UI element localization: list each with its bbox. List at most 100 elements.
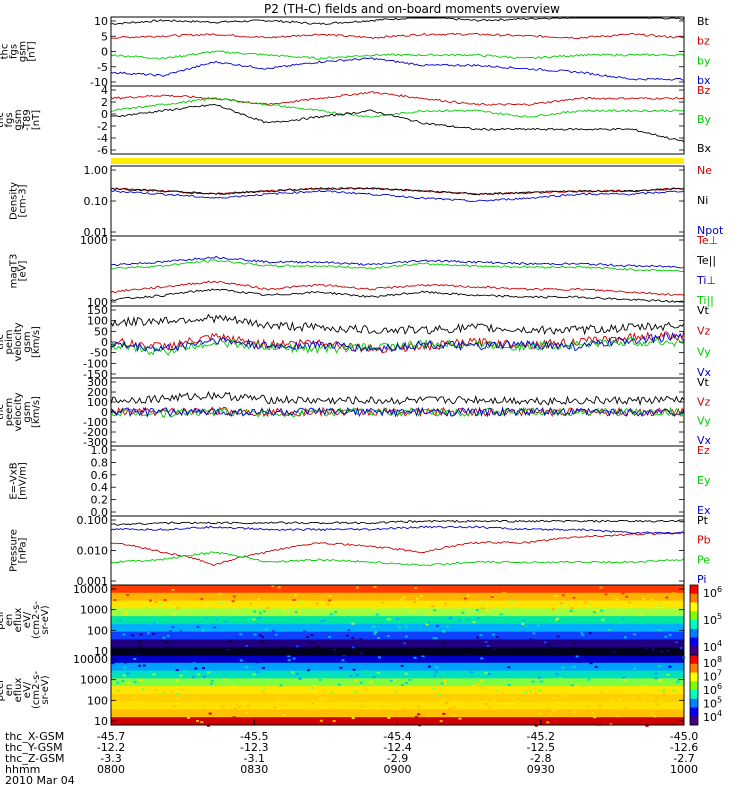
y-axis-label-line: [nT] <box>31 110 42 130</box>
x-row-value: -2.7 <box>673 752 694 765</box>
spectrogram-pixel <box>488 672 492 675</box>
spectrogram-pixel <box>138 640 142 643</box>
colorbar-tick-label: 105 <box>703 612 722 627</box>
spectrogram-pixel <box>202 705 206 708</box>
y-tick-label: 0.10 <box>84 195 109 208</box>
spectrogram-pixel <box>478 701 482 704</box>
spectrogram-pixel <box>417 713 421 716</box>
legend-label: Vx <box>697 366 712 379</box>
series-line-Ne <box>110 187 685 196</box>
colorbar-segment <box>690 611 698 621</box>
spectrogram-pixel <box>377 636 381 639</box>
spectrogram-pixel <box>605 607 609 610</box>
spectrogram-pixel <box>559 602 563 605</box>
spectrogram-pixel <box>458 717 462 720</box>
spectrogram-pixel <box>580 647 584 650</box>
spectrogram-pixel <box>404 672 408 675</box>
spectrogram-pixel <box>482 601 486 604</box>
colorbar-segment <box>690 593 698 603</box>
spectrogram-pixel <box>287 659 291 662</box>
spectrogram-pixel <box>511 696 515 699</box>
spectrogram-pixel <box>389 679 393 682</box>
spectrogram-pixel <box>462 607 466 610</box>
spectrogram-pixel <box>625 595 629 598</box>
colorbar-tick-label: 106 <box>703 585 722 600</box>
spectrogram-pixel <box>126 594 130 597</box>
spectrogram-pixel <box>612 650 616 653</box>
y-axis-label-line: [nT] <box>27 41 38 61</box>
spectrogram-pixel <box>594 665 598 668</box>
spectrogram-pixel <box>394 690 398 693</box>
y-axis-label-line: Pressure <box>9 529 20 572</box>
spectrogram-pixel <box>311 652 315 655</box>
spectrogram-pixel <box>266 607 270 610</box>
spectrogram-pixel <box>269 586 273 589</box>
y-tick-label: 10000 <box>73 653 108 666</box>
spectrogram-pixel <box>432 637 436 640</box>
y-axis-label: thcpeirenefluxeV/(cm2-s-sr-eV) <box>0 601 51 639</box>
y-tick-label: -6 <box>97 144 108 157</box>
spectrogram-pixel <box>432 687 436 690</box>
series-line-Ti|| <box>110 259 685 273</box>
spectrogram-pixel <box>372 625 376 628</box>
legend-label: Te⊥ <box>696 234 718 247</box>
x-row-value: -12.3 <box>240 741 268 754</box>
spectrogram-pixel <box>434 670 438 673</box>
spectrogram-pixel <box>426 621 430 624</box>
spectrogram-pixel <box>657 664 661 667</box>
spectrogram-pixel <box>253 633 257 636</box>
spectrogram-pixel <box>471 684 475 687</box>
spectrogram-pixel <box>472 621 476 624</box>
spectrogram-pixel <box>421 655 425 658</box>
series-line-bx <box>110 57 685 81</box>
y-tick-label: -100 <box>83 416 108 429</box>
spectrogram-pixel <box>404 635 408 638</box>
y-axis-label-line: gsm <box>22 331 33 352</box>
spectrogram-pixel <box>303 630 307 633</box>
spectrogram-pixel <box>590 590 594 593</box>
colorbar-tick-label: 104 <box>703 709 722 724</box>
spectrogram-pixel <box>366 587 370 590</box>
spectrogram-pixel <box>191 676 195 679</box>
series-line-Vt <box>110 391 685 406</box>
spectrogram-pixel <box>646 656 650 659</box>
spectrogram-pixel <box>349 674 353 677</box>
spectrogram-pixel <box>570 684 574 687</box>
spectrogram-pixel <box>536 624 540 627</box>
spectrogram-pixel <box>666 673 670 676</box>
spectrogram-pixel <box>443 679 447 682</box>
spectrogram-pixel <box>517 647 521 650</box>
x-row-value: 0800 <box>97 763 125 776</box>
legend-label: Vt <box>697 376 710 389</box>
spectrogram-pixel <box>547 707 551 710</box>
spectrogram-pixel <box>162 691 166 694</box>
spectrogram-pixel <box>316 645 320 648</box>
spectrogram-pixel <box>472 658 476 661</box>
spectrogram-pixel <box>507 601 511 604</box>
series-line-Ti⊥ <box>110 255 685 269</box>
y-tick-label: 2 <box>101 96 108 109</box>
series-line-Bx <box>110 103 685 143</box>
spectrogram-pixel <box>143 655 147 658</box>
spectrogram-pixel <box>315 602 319 605</box>
spectrogram-pixel <box>552 696 556 699</box>
spectrogram-pixel <box>354 690 358 693</box>
spectrogram-pixel <box>512 600 516 603</box>
data-availability-bar <box>111 158 684 164</box>
spectrogram-pixel <box>261 640 265 643</box>
spectrogram-pixel <box>400 664 404 667</box>
spectrogram-pixel <box>354 679 358 682</box>
spectrogram-pixel <box>311 700 315 703</box>
spectrogram-pixel <box>408 678 412 681</box>
spectrogram-pixel <box>372 632 376 635</box>
spectrogram-pixel <box>152 621 156 624</box>
spectrogram-pixel <box>575 684 579 687</box>
spectrogram-pixel <box>196 625 200 628</box>
legend-label: By <box>697 113 712 126</box>
spectrogram-pixel <box>122 633 126 636</box>
spectrogram-pixel <box>577 660 581 663</box>
spectrogram-pixel <box>200 721 204 724</box>
spectrogram-band <box>111 693 684 703</box>
y-tick-label: -10 <box>90 76 108 89</box>
y-tick-label: 100 <box>87 296 108 309</box>
